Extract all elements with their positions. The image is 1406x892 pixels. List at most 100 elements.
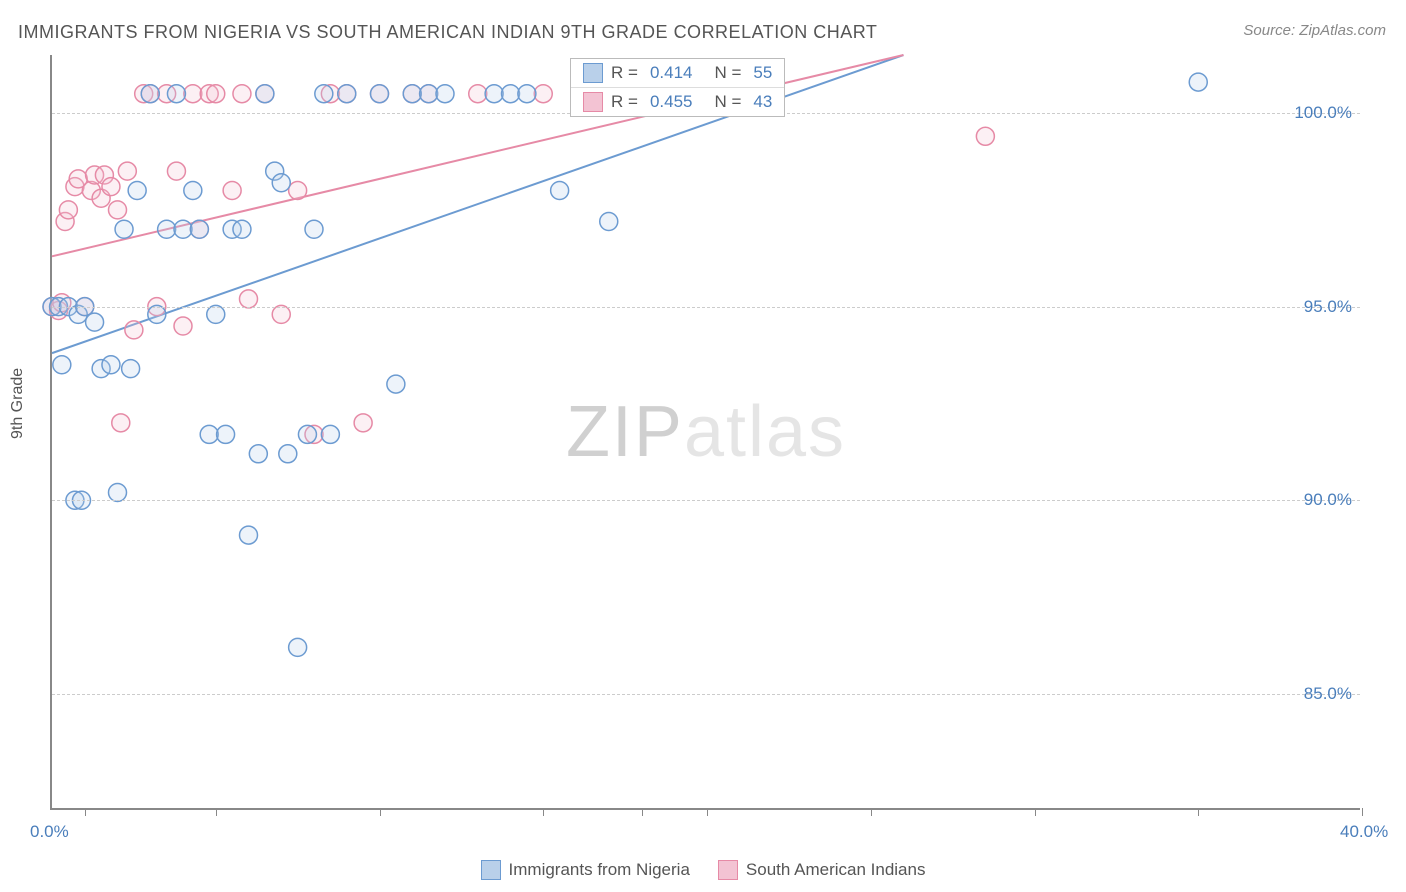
data-point [184, 182, 202, 200]
data-point [158, 220, 176, 238]
y-tick-label: 95.0% [1304, 297, 1352, 317]
data-point [184, 85, 202, 103]
data-point [128, 182, 146, 200]
source-name: ZipAtlas.com [1299, 22, 1386, 39]
data-point [102, 356, 120, 374]
data-point [112, 414, 130, 432]
legend-series-name: South American Indians [746, 860, 926, 880]
source-attribution: Source: ZipAtlas.com [1243, 22, 1386, 39]
data-point [118, 162, 136, 180]
data-point [289, 638, 307, 656]
gridline [52, 500, 1360, 501]
r-label: R = [611, 63, 638, 83]
gridline [52, 694, 1360, 695]
n-value: 55 [753, 63, 772, 83]
data-point [109, 201, 127, 219]
x-tick [1362, 808, 1363, 816]
legend-series-name: Immigrants from Nigeria [509, 860, 690, 880]
r-label: R = [611, 92, 638, 112]
data-point [298, 425, 316, 443]
data-point [338, 85, 356, 103]
data-point [190, 220, 208, 238]
data-point [223, 182, 241, 200]
n-label: N = [714, 92, 741, 112]
data-point [403, 85, 421, 103]
x-tick [85, 808, 86, 816]
data-point [485, 85, 503, 103]
data-point [125, 321, 143, 339]
data-point [200, 425, 218, 443]
data-point [233, 220, 251, 238]
y-axis-label: 9th Grade [9, 368, 27, 439]
legend-row: R =0.455N =43 [571, 88, 784, 116]
data-point [115, 220, 133, 238]
x-tick [707, 808, 708, 816]
chart-title: IMMIGRANTS FROM NIGERIA VS SOUTH AMERICA… [18, 22, 877, 43]
x-tick-label: 0.0% [30, 822, 69, 842]
data-point [174, 317, 192, 335]
data-point [59, 201, 77, 219]
data-point [272, 305, 290, 323]
series-legend: Immigrants from Nigeria South American In… [0, 860, 1406, 880]
r-value: 0.414 [650, 63, 693, 83]
r-value: 0.455 [650, 92, 693, 112]
data-point [167, 85, 185, 103]
data-point [272, 174, 290, 192]
legend-item: South American Indians [718, 860, 926, 880]
correlation-legend: R =0.414N =55R =0.455N =43 [570, 58, 785, 117]
data-point [207, 85, 225, 103]
data-point [279, 445, 297, 463]
data-point [86, 313, 104, 331]
data-point [240, 526, 258, 544]
data-point [305, 220, 323, 238]
legend-swatch [583, 63, 603, 83]
data-point [148, 305, 166, 323]
y-tick-label: 90.0% [1304, 490, 1352, 510]
data-point [207, 305, 225, 323]
data-point [102, 178, 120, 196]
data-point [469, 85, 487, 103]
y-tick-label: 85.0% [1304, 684, 1352, 704]
x-tick [216, 808, 217, 816]
plot-area: ZIPatlas 85.0%90.0%95.0%100.0% [50, 55, 1360, 810]
gridline [52, 307, 1360, 308]
x-tick [1198, 808, 1199, 816]
data-point [354, 414, 372, 432]
data-point [1189, 73, 1207, 91]
x-tick [642, 808, 643, 816]
data-point [321, 425, 339, 443]
data-point [387, 375, 405, 393]
data-point [551, 182, 569, 200]
data-point [167, 162, 185, 180]
data-point [420, 85, 438, 103]
legend-row: R = 0.414 N = 55 [571, 59, 784, 88]
data-point [502, 85, 520, 103]
data-point [233, 85, 251, 103]
y-tick-label: 100.0% [1294, 103, 1352, 123]
chart-svg [52, 55, 1360, 808]
data-point [315, 85, 333, 103]
data-point [53, 356, 71, 374]
x-tick [1035, 808, 1036, 816]
legend-swatch [718, 860, 738, 880]
data-point [976, 127, 994, 145]
x-tick-label: 40.0% [1340, 822, 1388, 842]
data-point [249, 445, 267, 463]
data-point [217, 425, 235, 443]
data-point [518, 85, 536, 103]
data-point [371, 85, 389, 103]
source-label: Source: [1243, 22, 1295, 39]
x-tick [543, 808, 544, 816]
x-tick [380, 808, 381, 816]
legend-swatch [583, 92, 603, 112]
n-label: N = [714, 63, 741, 83]
data-point [109, 484, 127, 502]
data-point [174, 220, 192, 238]
data-point [289, 182, 307, 200]
data-point [534, 85, 552, 103]
data-point [256, 85, 274, 103]
data-point [240, 290, 258, 308]
legend-item: Immigrants from Nigeria [481, 860, 690, 880]
data-point [141, 85, 159, 103]
data-point [600, 212, 618, 230]
